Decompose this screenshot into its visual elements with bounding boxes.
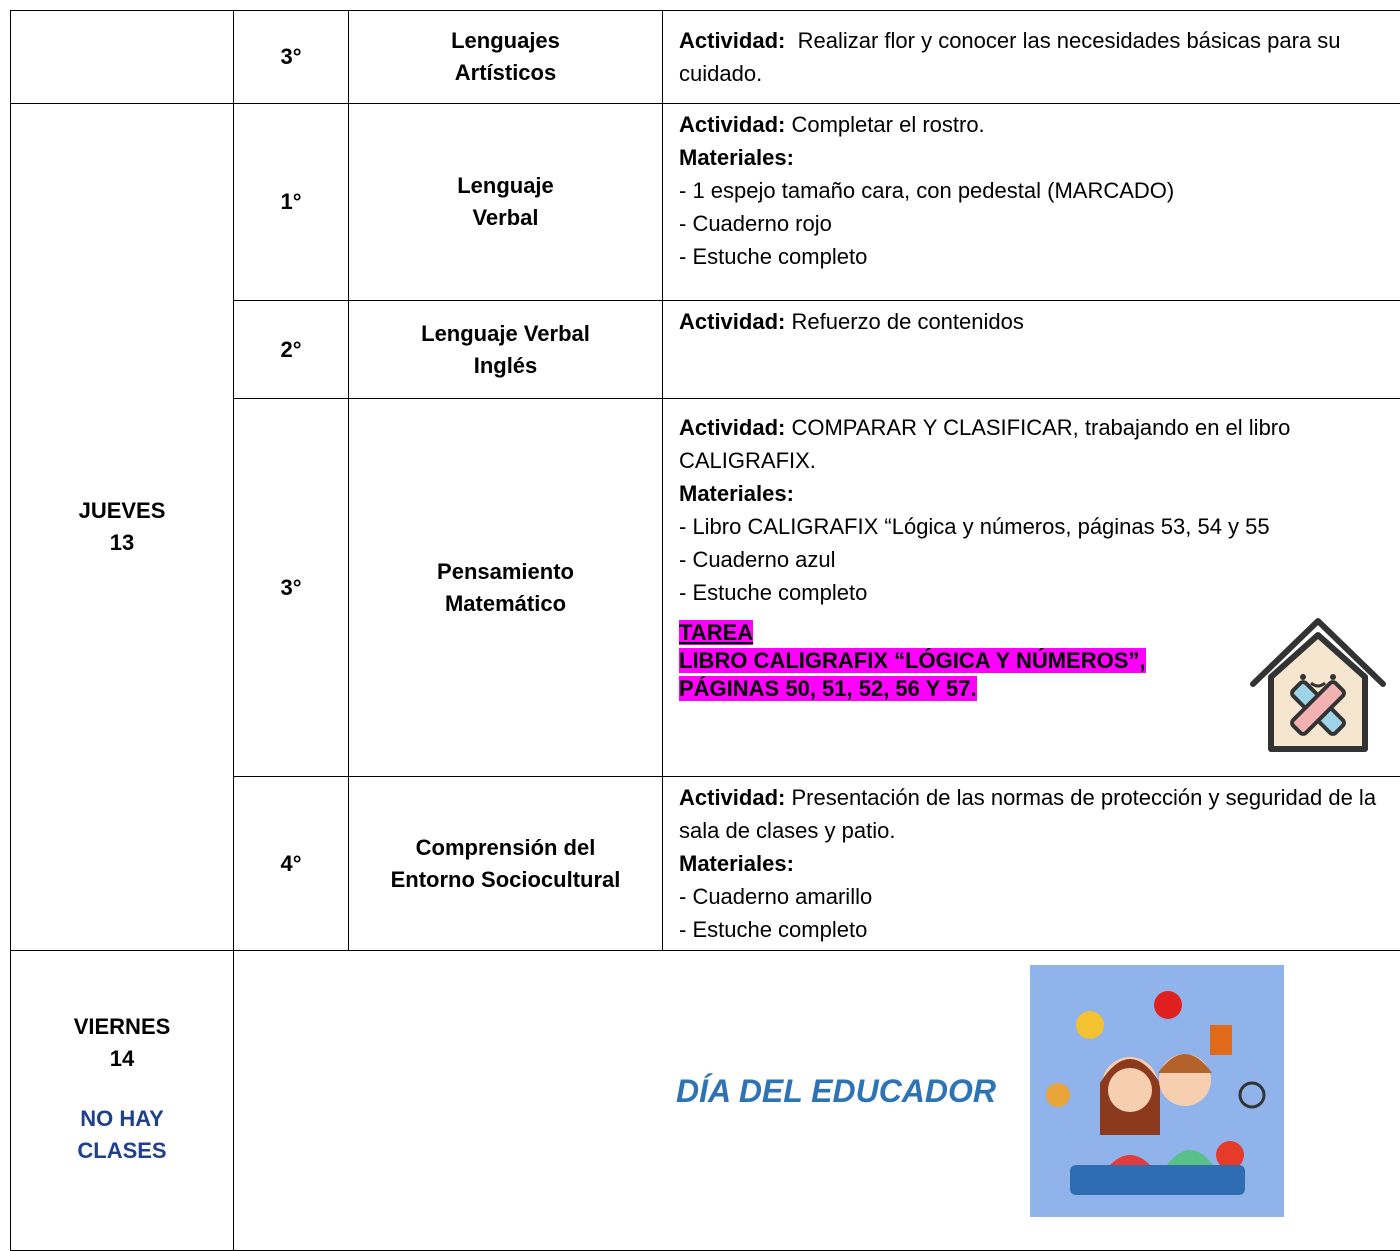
label: Materiales: [679,851,794,876]
label: Actividad: [679,28,785,53]
homework-title: TAREA [679,620,753,645]
subject-line: Entorno Sociocultural [349,864,662,896]
date: 13 [11,527,233,559]
subject-line: Verbal [349,202,662,234]
homework-line: PÁGINAS 50, 51, 52, 56 Y 57. [679,676,977,701]
material: - Estuche completo [679,240,1385,273]
period: 3° [234,399,349,777]
label: Actividad: [679,415,785,440]
activity-cell: Actividad: Realizar flor y conocer las n… [663,11,1400,104]
label: Actividad: [679,309,785,334]
event: DÍA DEL EDUCADOR [676,1073,996,1110]
activity: Refuerzo de contenidos [791,309,1023,334]
material: - Libro CALIGRAFIX “Lógica y números, pá… [679,510,1385,543]
label: Actividad: [679,112,785,137]
activity-cell: Actividad: COMPARAR Y CLASIFICAR, trabaj… [663,399,1400,777]
subject-line: Pensamiento [349,556,662,588]
period: 4° [234,777,349,951]
subject-line: Matemático [349,588,662,620]
subject-line: Lenguaje [349,170,662,202]
material: - Cuaderno rojo [679,207,1385,240]
day: VIERNES [11,1011,233,1043]
note: NO HAY [11,1103,233,1135]
label: Materiales: [679,481,794,506]
date: 14 [11,1043,233,1075]
subject-line: Inglés [349,350,662,382]
event-cell: DÍA DEL EDUCADOR [234,951,1400,1251]
material: - Cuaderno azul [679,543,1385,576]
subject-line: Artísticos [349,57,662,89]
note: CLASES [11,1135,233,1167]
subject-line: Lenguajes [349,25,662,57]
homework-line: LIBRO CALIGRAFIX “LÓGICA Y NÚMEROS”, [679,648,1146,673]
subject-line: Comprensión del [349,832,662,864]
day: JUEVES [11,495,233,527]
material: - Estuche completo [679,913,1385,946]
label: Materiales: [679,145,794,170]
material: - 1 espejo tamaño cara, con pedestal (MA… [679,174,1385,207]
label: Actividad: [679,785,785,810]
material: - Estuche completo [679,576,1385,609]
activity-cell: Actividad: Presentación de las normas de… [663,777,1400,951]
subject-line: Lenguaje Verbal [349,318,662,350]
day-cell [11,11,234,104]
educator-illustration [1030,965,1284,1217]
activity-cell: Actividad: Refuerzo de contenidos [663,301,1400,399]
material: - Cuaderno amarillo [679,880,1385,913]
period: 2° [234,301,349,399]
house-icon [1243,609,1393,759]
period: 3° [234,11,349,104]
period: 1° [234,104,349,301]
activity: Completar el rostro. [791,112,984,137]
activity-cell: Actividad: Completar el rostro. Materiale… [663,104,1400,301]
